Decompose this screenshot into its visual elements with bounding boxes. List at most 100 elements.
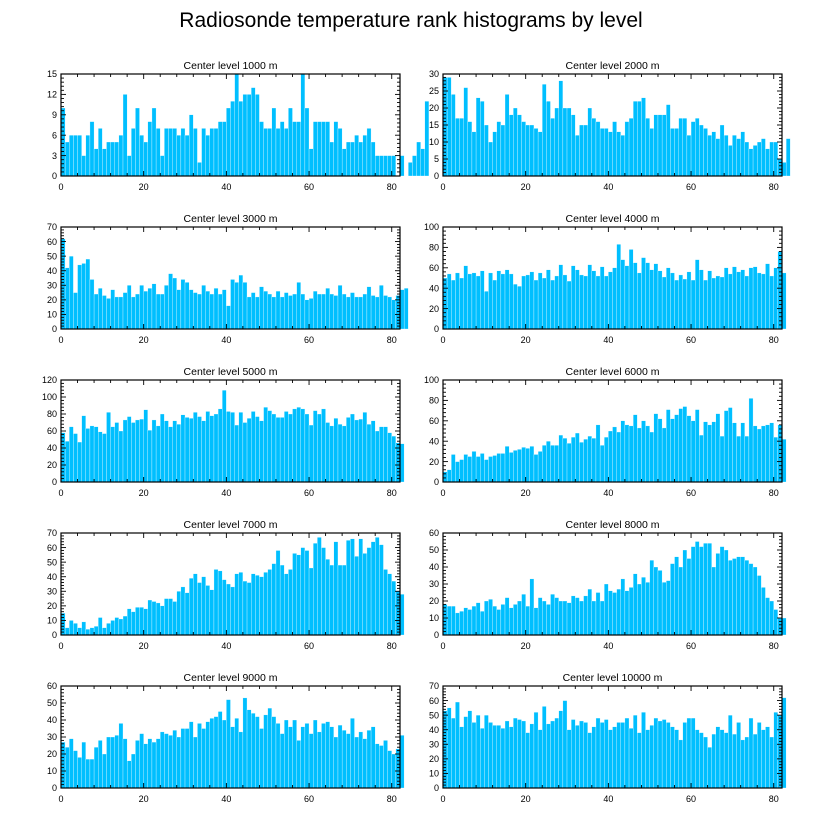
histogram-bar (139, 607, 144, 636)
histogram-bar (205, 721, 210, 789)
histogram-bar (645, 425, 650, 483)
x-tick-label: 20 (521, 335, 531, 345)
histogram-bar (114, 617, 120, 636)
histogram-bar (155, 293, 161, 330)
histogram-bar (93, 148, 99, 177)
histogram-bar (288, 569, 293, 636)
histogram-bar (77, 441, 82, 483)
histogram-bar (370, 541, 376, 636)
histogram-bar (736, 271, 741, 330)
y-tick-label: 60 (47, 237, 57, 247)
histogram-bar (475, 97, 481, 177)
histogram-bar (686, 415, 692, 483)
histogram-bar (670, 272, 675, 330)
histogram-bar (288, 726, 293, 789)
histogram-bar (604, 128, 609, 177)
histogram-bar (504, 94, 510, 177)
histogram-bar (446, 707, 452, 789)
histogram-bar (184, 135, 190, 177)
histogram-bar (575, 597, 580, 636)
histogram-bar (209, 718, 215, 789)
histogram-bar (451, 605, 456, 636)
histogram-bar (723, 410, 729, 483)
histogram-bar (595, 275, 601, 330)
histogram-bar (608, 271, 613, 330)
histogram-bar (267, 128, 272, 177)
histogram-bar (707, 135, 712, 177)
histogram-bar (238, 572, 244, 636)
histogram-bar (366, 547, 372, 636)
histogram-bar (633, 573, 638, 636)
histogram-bar (533, 712, 539, 789)
histogram-bar (612, 267, 617, 330)
histogram-bar (723, 549, 729, 636)
histogram-bar (467, 710, 473, 789)
histogram-bar (442, 604, 448, 636)
histogram-bar (255, 716, 260, 789)
histogram-bar (337, 564, 343, 636)
histogram-bar (172, 277, 177, 330)
histogram-bar (358, 418, 363, 483)
histogram-bar (329, 726, 335, 789)
histogram-bar (226, 583, 231, 636)
histogram-bar (752, 733, 758, 789)
histogram-bar (251, 87, 256, 177)
histogram-bar (504, 720, 510, 789)
histogram-bar (773, 436, 779, 483)
histogram-bar (114, 422, 120, 483)
histogram-bar (234, 73, 239, 177)
histogram-bar (217, 408, 223, 483)
histogram-bar (653, 717, 659, 789)
histogram-bar (628, 425, 634, 483)
histogram-bar (284, 128, 289, 177)
histogram-bar (93, 626, 99, 636)
histogram-panel: Center level 5000 m 0 20 40 60 80 0 20 40 60 80 100… (42, 366, 405, 498)
histogram-bar (387, 432, 392, 483)
histogram-bar (562, 600, 568, 636)
histogram-bar (599, 128, 605, 177)
histogram-bar (176, 591, 182, 636)
histogram-bar (579, 600, 584, 636)
histogram-bar (744, 736, 750, 789)
histogram-bar (375, 155, 380, 177)
panel-title: Center level 4000 m (566, 213, 660, 225)
histogram-bar (471, 722, 477, 789)
histogram-bar (492, 131, 497, 177)
histogram-bar (645, 118, 650, 177)
histogram-bar (641, 97, 646, 177)
histogram-bar (102, 753, 107, 789)
histogram-bar (628, 728, 634, 789)
histogram-bar (147, 599, 153, 636)
histogram-bar (168, 735, 173, 789)
histogram-bar (292, 293, 297, 330)
histogram-bar (637, 583, 642, 636)
histogram-bar (740, 739, 745, 789)
histogram-bar (321, 408, 326, 483)
histogram-bar (525, 448, 530, 483)
histogram-bar (60, 238, 66, 330)
histogram-bar (591, 437, 597, 483)
histogram-bar (566, 602, 572, 636)
histogram-bar (193, 412, 198, 483)
histogram-bar (508, 726, 514, 789)
x-tick-label: 0 (440, 182, 445, 192)
histogram-bar (550, 720, 555, 789)
histogram-bar (781, 697, 787, 789)
histogram-bar (761, 587, 766, 636)
histogram-bar (451, 279, 456, 330)
histogram-bar (653, 413, 659, 483)
histogram-bar (160, 731, 165, 789)
histogram-bar (752, 425, 758, 483)
x-tick-label: 40 (221, 641, 231, 651)
histogram-bar (184, 417, 190, 483)
histogram-bar (292, 408, 297, 483)
histogram-bar (395, 591, 401, 636)
histogram-bar (106, 623, 111, 636)
y-tick-label: 0 (434, 324, 439, 334)
histogram-panel: Center level 9000 m 0 20 40 60 80 0 10 20 30 40 50 6… (47, 672, 405, 804)
histogram-bar (492, 455, 497, 483)
x-tick-label: 40 (603, 335, 613, 345)
histogram-bar (455, 461, 460, 483)
histogram-bar (484, 124, 489, 177)
histogram-bar (554, 107, 559, 177)
